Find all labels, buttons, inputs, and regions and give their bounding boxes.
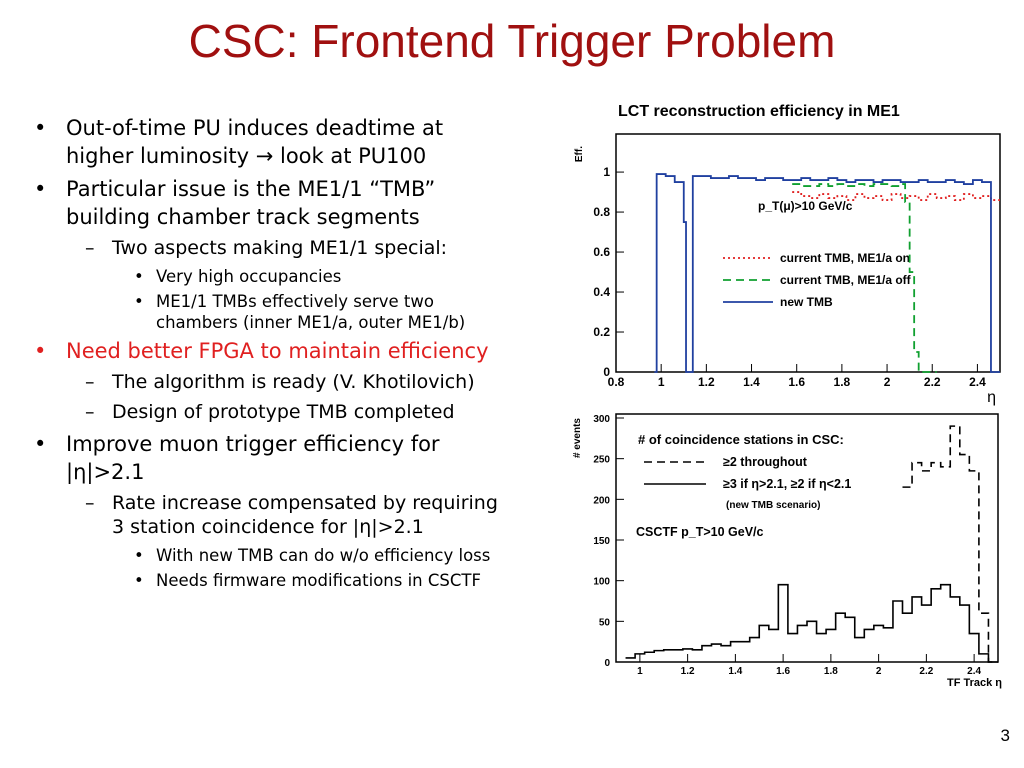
chart-annotation: p_T(μ)>10 GeV/c — [758, 199, 853, 213]
bullet-item: – Two aspects making ME1/1 special: — [30, 236, 585, 260]
bullet-line: Needs firmware modifications in CSCTF — [156, 571, 481, 590]
y-tick-label: 1 — [603, 165, 610, 179]
bullet-line: higher luminosity → look at PU100 — [66, 144, 427, 168]
bullet-line: Design of prototype TMB completed — [112, 401, 455, 423]
legend-label: current TMB, ME1/a off — [780, 273, 912, 287]
series-line — [792, 191, 1000, 201]
coincidence-chart: # events TF Track η 1 1.2 1.4 1.6 1.8 2 2.2 2.4 0 5… — [572, 413, 1002, 689]
bullet-line: Rate increase compensated by requiring — [112, 492, 498, 514]
y-tick-label: 0.8 — [593, 205, 610, 219]
bullet-marker: • — [34, 177, 47, 201]
x-tick-label: 0.8 — [608, 375, 625, 389]
bullet-marker: – — [85, 237, 95, 259]
x-tick-label: 1.2 — [681, 666, 695, 677]
page-number: 3 — [1000, 726, 1010, 745]
bullet-marker: – — [85, 492, 95, 514]
x-tick-label: 1.8 — [824, 666, 838, 677]
x-axis-label: η — [987, 389, 996, 406]
bullet-item: • Needs firmware modifications in CSCTF — [30, 570, 585, 591]
bullet-marker: – — [85, 371, 95, 393]
bullet-line: 3 station coincidence for |η|>2.1 — [112, 516, 424, 538]
x-tick-label: 1 — [637, 666, 643, 677]
series-line — [792, 183, 937, 373]
bullet-marker: • — [134, 571, 144, 590]
x-tick-label: 1.2 — [698, 375, 715, 389]
y-tick-label: 100 — [593, 577, 610, 588]
bullet-marker: • — [134, 267, 144, 286]
legend-note: (new TMB scenario) — [726, 500, 820, 511]
bullet-line: Improve muon trigger efficiency for — [66, 432, 440, 456]
bullet-line: Need better FPGA to maintain efficiency — [66, 339, 489, 363]
bullet-line: |η|>2.1 — [66, 460, 145, 484]
x-tick-label: 2.4 — [969, 375, 986, 389]
legend-label: ≥3 if η>2.1, ≥2 if η<2.1 — [723, 477, 851, 491]
x-tick-label: 1.8 — [834, 375, 851, 389]
bullet-line: Very high occupancies — [156, 267, 342, 286]
bullet-line: Out-of-time PU induces deadtime at — [66, 116, 444, 140]
x-tick-label: 2.2 — [919, 666, 933, 677]
x-tick-label: 1.4 — [728, 666, 742, 677]
series-line — [902, 425, 998, 663]
legend-label: current TMB, ME1/a on — [780, 251, 910, 265]
y-tick-label: 200 — [593, 495, 610, 506]
y-tick-label: 0.6 — [593, 245, 610, 259]
y-tick-label: 0.2 — [593, 325, 610, 339]
y-axis-label: Eff. — [574, 146, 585, 162]
y-tick-label: 300 — [593, 414, 610, 425]
bullet-item: • Need better FPGA to maintain efficiency — [30, 337, 585, 365]
chart-annotation: CSCTF p_T>10 GeV/c — [636, 525, 764, 539]
bullet-marker: • — [134, 292, 144, 311]
series-line — [625, 583, 998, 663]
bullet-item: • ME1/1 TMBs effectively serve two chamber… — [30, 291, 585, 333]
legend-label: new TMB — [780, 295, 833, 309]
bullet-line: Two aspects making ME1/1 special: — [112, 237, 448, 259]
bullet-item: • Particular issue is the ME1/1 “TMB” buil… — [30, 175, 585, 231]
y-tick-label: 0 — [603, 365, 610, 379]
efficiency-chart: LCT reconstruction efficiency in ME1 Eff.… — [574, 103, 1001, 406]
x-tick-label: 2.2 — [924, 375, 941, 389]
bullet-item: – Rate increase compensated by requiring 3… — [30, 491, 585, 539]
bullet-marker: • — [34, 116, 47, 140]
x-tick-label: 1.6 — [788, 375, 805, 389]
series-line — [654, 173, 1000, 373]
y-tick-label: 150 — [593, 536, 610, 547]
x-tick-label: 1.4 — [743, 375, 760, 389]
y-tick-label: 250 — [593, 455, 610, 466]
bullet-item: – The algorithm is ready (V. Khotilovich) — [30, 370, 585, 394]
legend-label: ≥2 throughout — [723, 455, 808, 469]
bullet-item: – Design of prototype TMB completed — [30, 400, 585, 424]
bullet-line: ME1/1 TMBs effectively serve two — [156, 292, 434, 311]
bullet-item: • Very high occupancies — [30, 266, 585, 287]
bullet-line: With new TMB can do w/o efficiency loss — [156, 546, 491, 565]
x-tick-label: 1.6 — [776, 666, 790, 677]
bullet-item: • With new TMB can do w/o efficiency loss — [30, 545, 585, 566]
bullet-marker: • — [134, 546, 144, 565]
x-tick-label: 2.4 — [967, 666, 981, 677]
x-tick-label: 2 — [884, 375, 891, 389]
bullet-line: Particular issue is the ME1/1 “TMB” — [66, 177, 436, 201]
bullet-marker: • — [34, 339, 47, 363]
y-tick-label: 0 — [604, 658, 610, 669]
plot-frame — [615, 133, 1001, 373]
x-tick-label: 2 — [876, 666, 882, 677]
slide-title: CSC: Frontend Trigger Problem — [188, 15, 836, 67]
bullet-marker: • — [34, 432, 47, 456]
x-tick-label: 1 — [658, 375, 665, 389]
bullet-line: The algorithm is ready (V. Khotilovich) — [112, 371, 475, 393]
chart-title: LCT reconstruction efficiency in ME1 — [618, 103, 900, 120]
bullet-line: building chamber track segments — [66, 205, 420, 229]
y-tick-label: 50 — [599, 617, 611, 628]
legend-title: # of coincidence stations in CSC: — [638, 432, 844, 447]
x-axis-label: TF Track η — [947, 677, 1002, 689]
bullet-item: • Out-of-time PU induces deadtime at highe… — [30, 114, 585, 170]
bullet-list: • Out-of-time PU induces deadtime at highe… — [30, 114, 585, 595]
bullet-item: • Improve muon trigger efficiency for |η|>… — [30, 430, 585, 486]
y-tick-label: 0.4 — [593, 285, 610, 299]
y-axis-label: # events — [572, 418, 583, 458]
bullet-marker: – — [85, 401, 95, 423]
bullet-line: chambers (inner ME1/a, outer ME1/b) — [156, 313, 466, 332]
